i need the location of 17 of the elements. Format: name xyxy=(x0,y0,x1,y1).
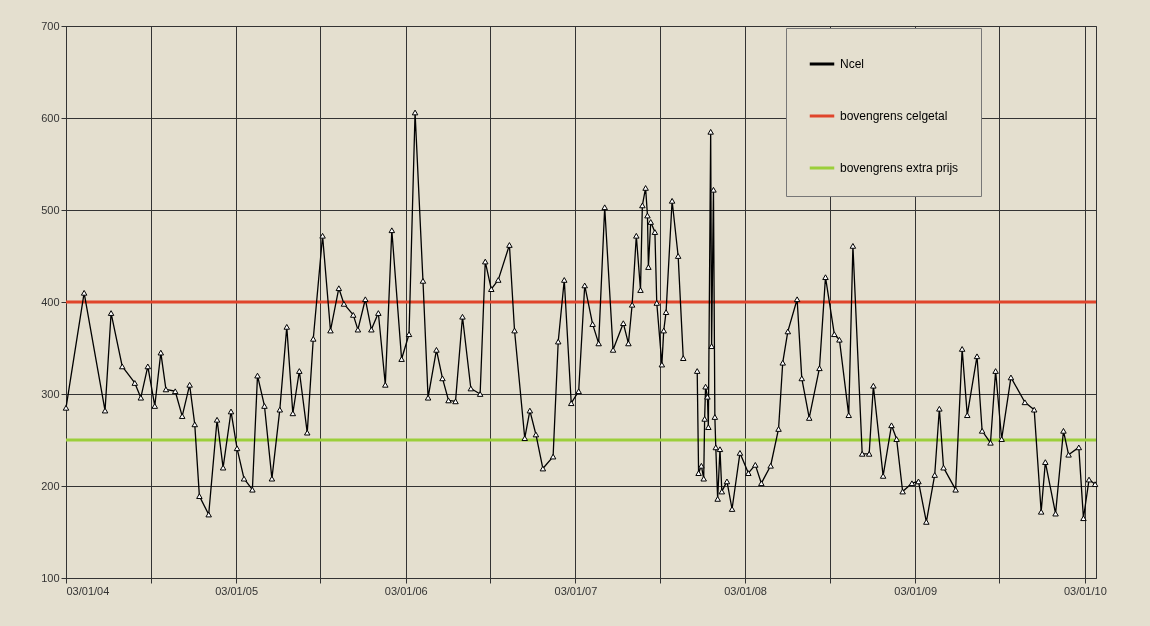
x-tick-label: 03/01/10 xyxy=(1063,584,1107,597)
x-tick-label: 03/01/07 xyxy=(554,584,598,597)
legend-label: Ncel xyxy=(840,57,865,71)
y-tick-label: 400 xyxy=(41,295,60,308)
legend-label: bovengrens celgetal xyxy=(840,109,948,123)
y-tick-label: 200 xyxy=(41,479,60,492)
x-tick-label: 03/01/08 xyxy=(724,584,767,597)
y-tick-label: 300 xyxy=(41,387,60,400)
y-tick-label: 600 xyxy=(41,111,60,124)
x-tick-label: 03/01/09 xyxy=(894,584,938,597)
y-tick-label: 700 xyxy=(41,19,60,32)
y-tick-label: 100 xyxy=(41,571,60,584)
y-tick-label: 500 xyxy=(41,203,60,216)
x-tick-label: 03/01/05 xyxy=(215,584,259,597)
x-tick-label: 03/01/04 xyxy=(66,584,110,597)
x-tick-label: 03/01/06 xyxy=(384,584,428,597)
legend-label: bovengrens extra prijs xyxy=(840,161,959,175)
